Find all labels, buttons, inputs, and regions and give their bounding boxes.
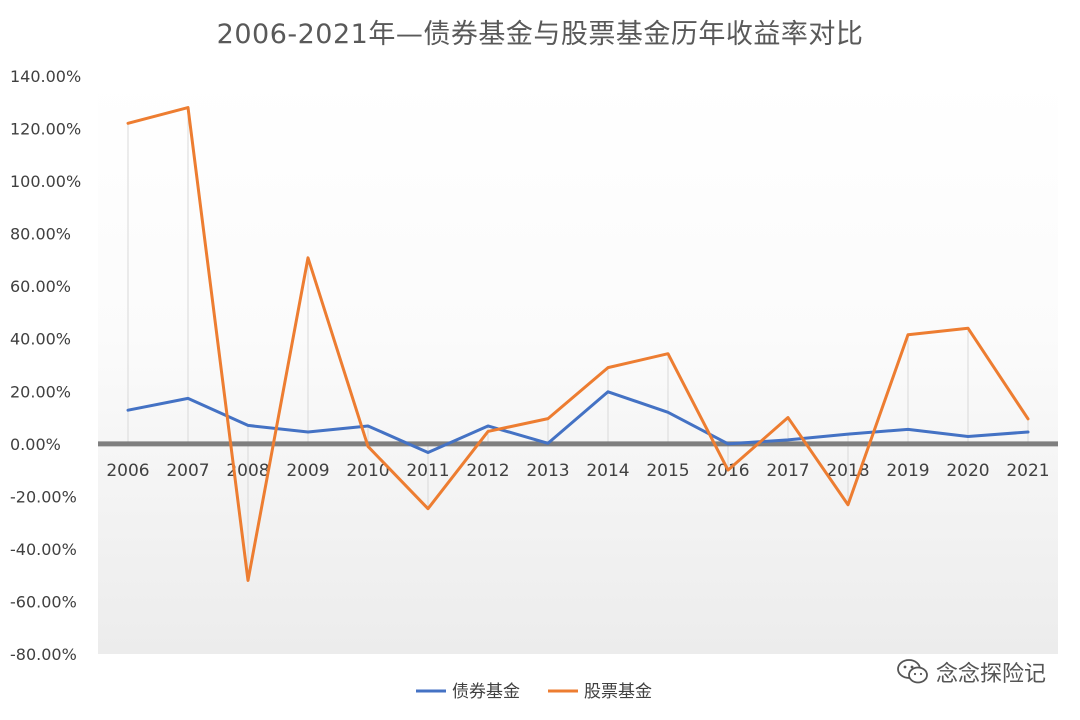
x-tick-label: 2009	[286, 461, 329, 481]
x-tick-label: 2019	[886, 461, 929, 481]
y-tick-label: -60.00%	[10, 592, 77, 611]
y-tick-label: 20.00%	[10, 382, 71, 401]
x-axis-ticks: 2006 2007 2008 2009 2010 2011 2012 2013 2014 2015…	[106, 461, 1049, 481]
legend: 债券基金 股票基金	[416, 682, 652, 702]
y-tick-label: 0.00%	[10, 435, 61, 454]
series-lines	[126, 106, 1030, 582]
x-tick-label: 2014	[586, 461, 629, 481]
y-tick-label: 100.00%	[10, 172, 81, 191]
x-tick-label: 2012	[466, 461, 509, 481]
legend-label: 债券基金	[452, 682, 520, 702]
x-tick-label: 2015	[646, 461, 689, 481]
y-tick-label: 40.00%	[10, 330, 71, 349]
y-axis-ticks: 140.00% 120.00% 100.00% 80.00% 60.00% 40.00% 2…	[10, 67, 81, 664]
x-tick-label: 2021	[1006, 461, 1049, 481]
watermark: 念念探险记	[896, 656, 1046, 688]
wechat-icon	[897, 659, 928, 684]
y-tick-label: -40.00%	[10, 540, 77, 559]
y-tick-label: 80.00%	[10, 225, 71, 244]
y-tick-label: -20.00%	[10, 487, 77, 506]
x-tick-label: 2010	[346, 461, 389, 481]
x-tick-label: 2020	[946, 461, 989, 481]
x-tick-label: 2017	[766, 461, 809, 481]
x-tick-label: 2008	[226, 461, 269, 481]
series-line-stock-fund	[126, 106, 1030, 582]
series-line-bond-fund	[126, 390, 1030, 454]
x-tick-label: 2011	[406, 461, 449, 481]
x-tick-label: 2007	[166, 461, 209, 481]
watermark-text: 念念探险记	[935, 662, 1046, 687]
chart-title: 2006-2021年—债券基金与股票基金历年收益率对比	[216, 19, 864, 50]
y-tick-label: 120.00%	[10, 120, 81, 139]
x-tick-label: 2006	[106, 461, 149, 481]
y-tick-label: -80.00%	[10, 645, 77, 664]
y-tick-label: 140.00%	[10, 67, 81, 86]
plot-background	[98, 76, 1058, 654]
x-tick-label: 2013	[526, 461, 569, 481]
legend-label: 股票基金	[584, 682, 652, 702]
y-tick-label: 60.00%	[10, 277, 71, 296]
drop-lines	[127, 107, 1029, 581]
